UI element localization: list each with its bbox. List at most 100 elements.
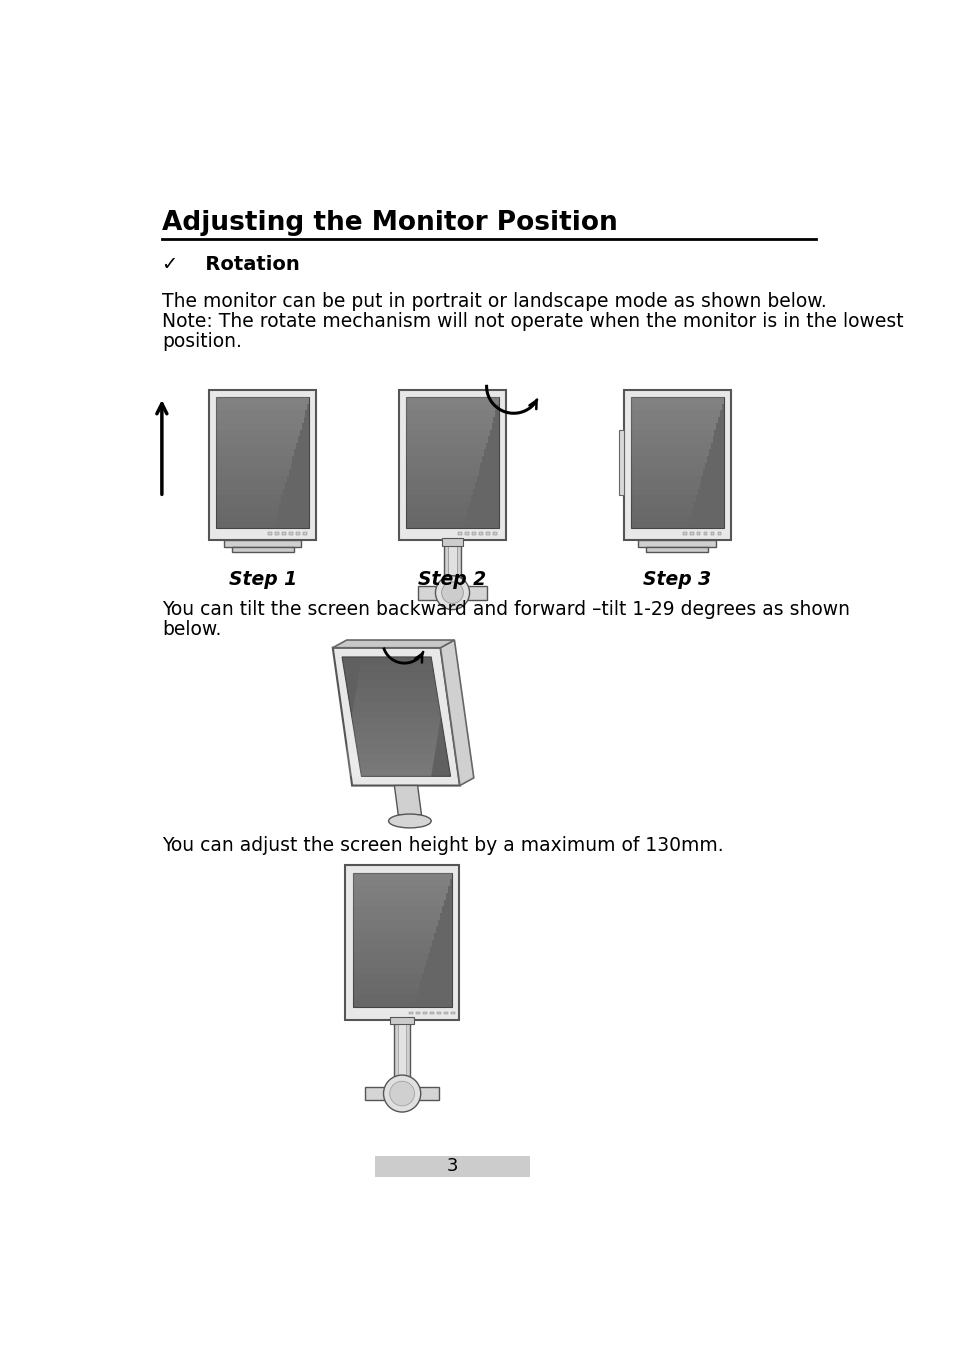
Bar <box>717 533 720 534</box>
Bar <box>375 1156 530 1178</box>
Bar <box>216 495 281 502</box>
Text: ✓    Rotation: ✓ Rotation <box>162 254 299 273</box>
Bar <box>409 1011 413 1014</box>
Bar <box>216 443 295 449</box>
Bar <box>406 423 491 430</box>
Bar <box>274 533 278 534</box>
Bar <box>416 1011 419 1014</box>
Bar <box>353 913 439 919</box>
Bar <box>216 416 303 423</box>
Bar <box>485 533 489 534</box>
Bar <box>353 872 452 1007</box>
Bar <box>216 437 297 443</box>
Bar <box>224 539 301 548</box>
Polygon shape <box>345 746 436 754</box>
Bar <box>406 416 493 423</box>
Bar <box>630 437 712 443</box>
Polygon shape <box>355 687 445 695</box>
Bar <box>295 533 299 534</box>
Bar <box>630 469 702 476</box>
Bar <box>493 533 497 534</box>
Bar <box>630 508 692 515</box>
Bar <box>216 469 289 476</box>
Bar <box>406 495 471 502</box>
Bar <box>406 397 498 404</box>
Bar <box>406 508 467 515</box>
Bar <box>216 522 274 529</box>
Bar <box>630 462 704 469</box>
Bar <box>216 476 287 483</box>
Polygon shape <box>347 740 436 746</box>
Bar <box>406 443 485 449</box>
Bar <box>430 1011 434 1014</box>
Bar <box>689 533 693 534</box>
Bar <box>365 1087 438 1101</box>
Polygon shape <box>352 710 441 717</box>
Circle shape <box>441 581 463 603</box>
Bar <box>353 946 430 953</box>
Bar <box>623 391 730 539</box>
Bar <box>630 456 706 462</box>
Bar <box>216 404 307 410</box>
Polygon shape <box>344 754 435 761</box>
Bar <box>406 430 489 437</box>
Bar <box>703 533 707 534</box>
Polygon shape <box>394 786 421 815</box>
Bar <box>630 410 720 416</box>
Bar <box>353 892 445 899</box>
Bar <box>406 483 475 488</box>
Bar <box>289 533 293 534</box>
Text: Step 2: Step 2 <box>418 571 486 589</box>
Bar <box>630 397 723 529</box>
Bar <box>353 987 417 994</box>
Bar <box>406 456 482 462</box>
Bar <box>353 872 452 879</box>
Bar <box>268 533 272 534</box>
Bar <box>630 449 708 456</box>
Text: Step 1: Step 1 <box>229 571 296 589</box>
Bar <box>443 1011 447 1014</box>
Bar <box>406 449 483 456</box>
Bar <box>417 585 487 599</box>
Text: You can tilt the screen backward and forward –tilt 1-29 degrees as shown: You can tilt the screen backward and for… <box>162 599 849 619</box>
Text: Step 3: Step 3 <box>642 571 711 589</box>
Bar <box>630 488 697 495</box>
Bar <box>353 926 436 933</box>
Bar <box>630 476 700 483</box>
Bar <box>216 488 283 495</box>
Text: You can adjust the screen height by a maximum of 130mm.: You can adjust the screen height by a ma… <box>162 836 722 854</box>
Bar <box>406 502 469 508</box>
Bar <box>464 533 468 534</box>
Bar <box>406 397 498 529</box>
Bar <box>422 1011 427 1014</box>
Text: 3: 3 <box>446 1157 457 1175</box>
Text: The monitor can be put in portrait or landscape mode as shown below.: The monitor can be put in portrait or la… <box>162 292 825 311</box>
Bar <box>216 410 305 416</box>
Polygon shape <box>349 725 439 731</box>
Polygon shape <box>342 657 450 776</box>
Bar <box>216 462 291 469</box>
Bar <box>353 980 419 987</box>
Bar <box>630 483 699 488</box>
Bar <box>443 539 460 581</box>
Bar <box>216 397 309 404</box>
Bar <box>353 919 437 926</box>
Bar <box>353 886 447 892</box>
Bar <box>451 1011 455 1014</box>
Bar <box>436 1011 440 1014</box>
Bar <box>630 397 723 404</box>
Bar <box>353 973 421 980</box>
Ellipse shape <box>388 814 431 827</box>
Bar <box>303 533 307 534</box>
Polygon shape <box>350 717 440 725</box>
Bar <box>447 542 456 580</box>
Bar <box>216 502 279 508</box>
Bar <box>216 483 285 488</box>
Polygon shape <box>333 648 459 786</box>
Bar <box>209 391 315 539</box>
Circle shape <box>435 576 469 610</box>
Bar <box>630 423 716 430</box>
Bar <box>406 515 465 522</box>
Bar <box>630 443 710 449</box>
Bar <box>630 522 688 529</box>
